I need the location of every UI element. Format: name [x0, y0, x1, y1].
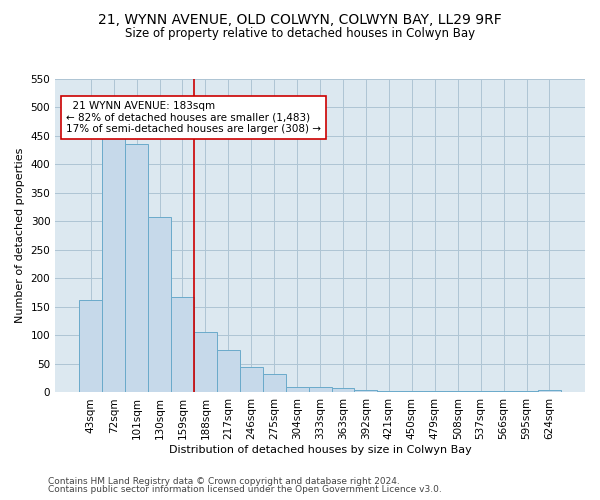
Bar [194, 332, 217, 392]
Bar [332, 388, 355, 392]
Bar [355, 390, 377, 392]
Bar [102, 136, 125, 392]
X-axis label: Distribution of detached houses by size in Colwyn Bay: Distribution of detached houses by size … [169, 445, 472, 455]
Bar [263, 374, 286, 392]
Bar [148, 218, 171, 392]
Bar [240, 367, 263, 392]
Text: Contains public sector information licensed under the Open Government Licence v3: Contains public sector information licen… [48, 485, 442, 494]
Text: Contains HM Land Registry data © Crown copyright and database right 2024.: Contains HM Land Registry data © Crown c… [48, 477, 400, 486]
Text: 21, WYNN AVENUE, OLD COLWYN, COLWYN BAY, LL29 9RF: 21, WYNN AVENUE, OLD COLWYN, COLWYN BAY,… [98, 12, 502, 26]
Bar [308, 387, 332, 392]
Text: Size of property relative to detached houses in Colwyn Bay: Size of property relative to detached ho… [125, 28, 475, 40]
Bar [171, 296, 194, 392]
Bar [79, 300, 102, 392]
Bar [538, 390, 561, 392]
Bar [217, 350, 240, 393]
Y-axis label: Number of detached properties: Number of detached properties [15, 148, 25, 324]
Bar [286, 387, 308, 392]
Text: 21 WYNN AVENUE: 183sqm
← 82% of detached houses are smaller (1,483)
17% of semi-: 21 WYNN AVENUE: 183sqm ← 82% of detached… [66, 101, 321, 134]
Bar [125, 144, 148, 392]
